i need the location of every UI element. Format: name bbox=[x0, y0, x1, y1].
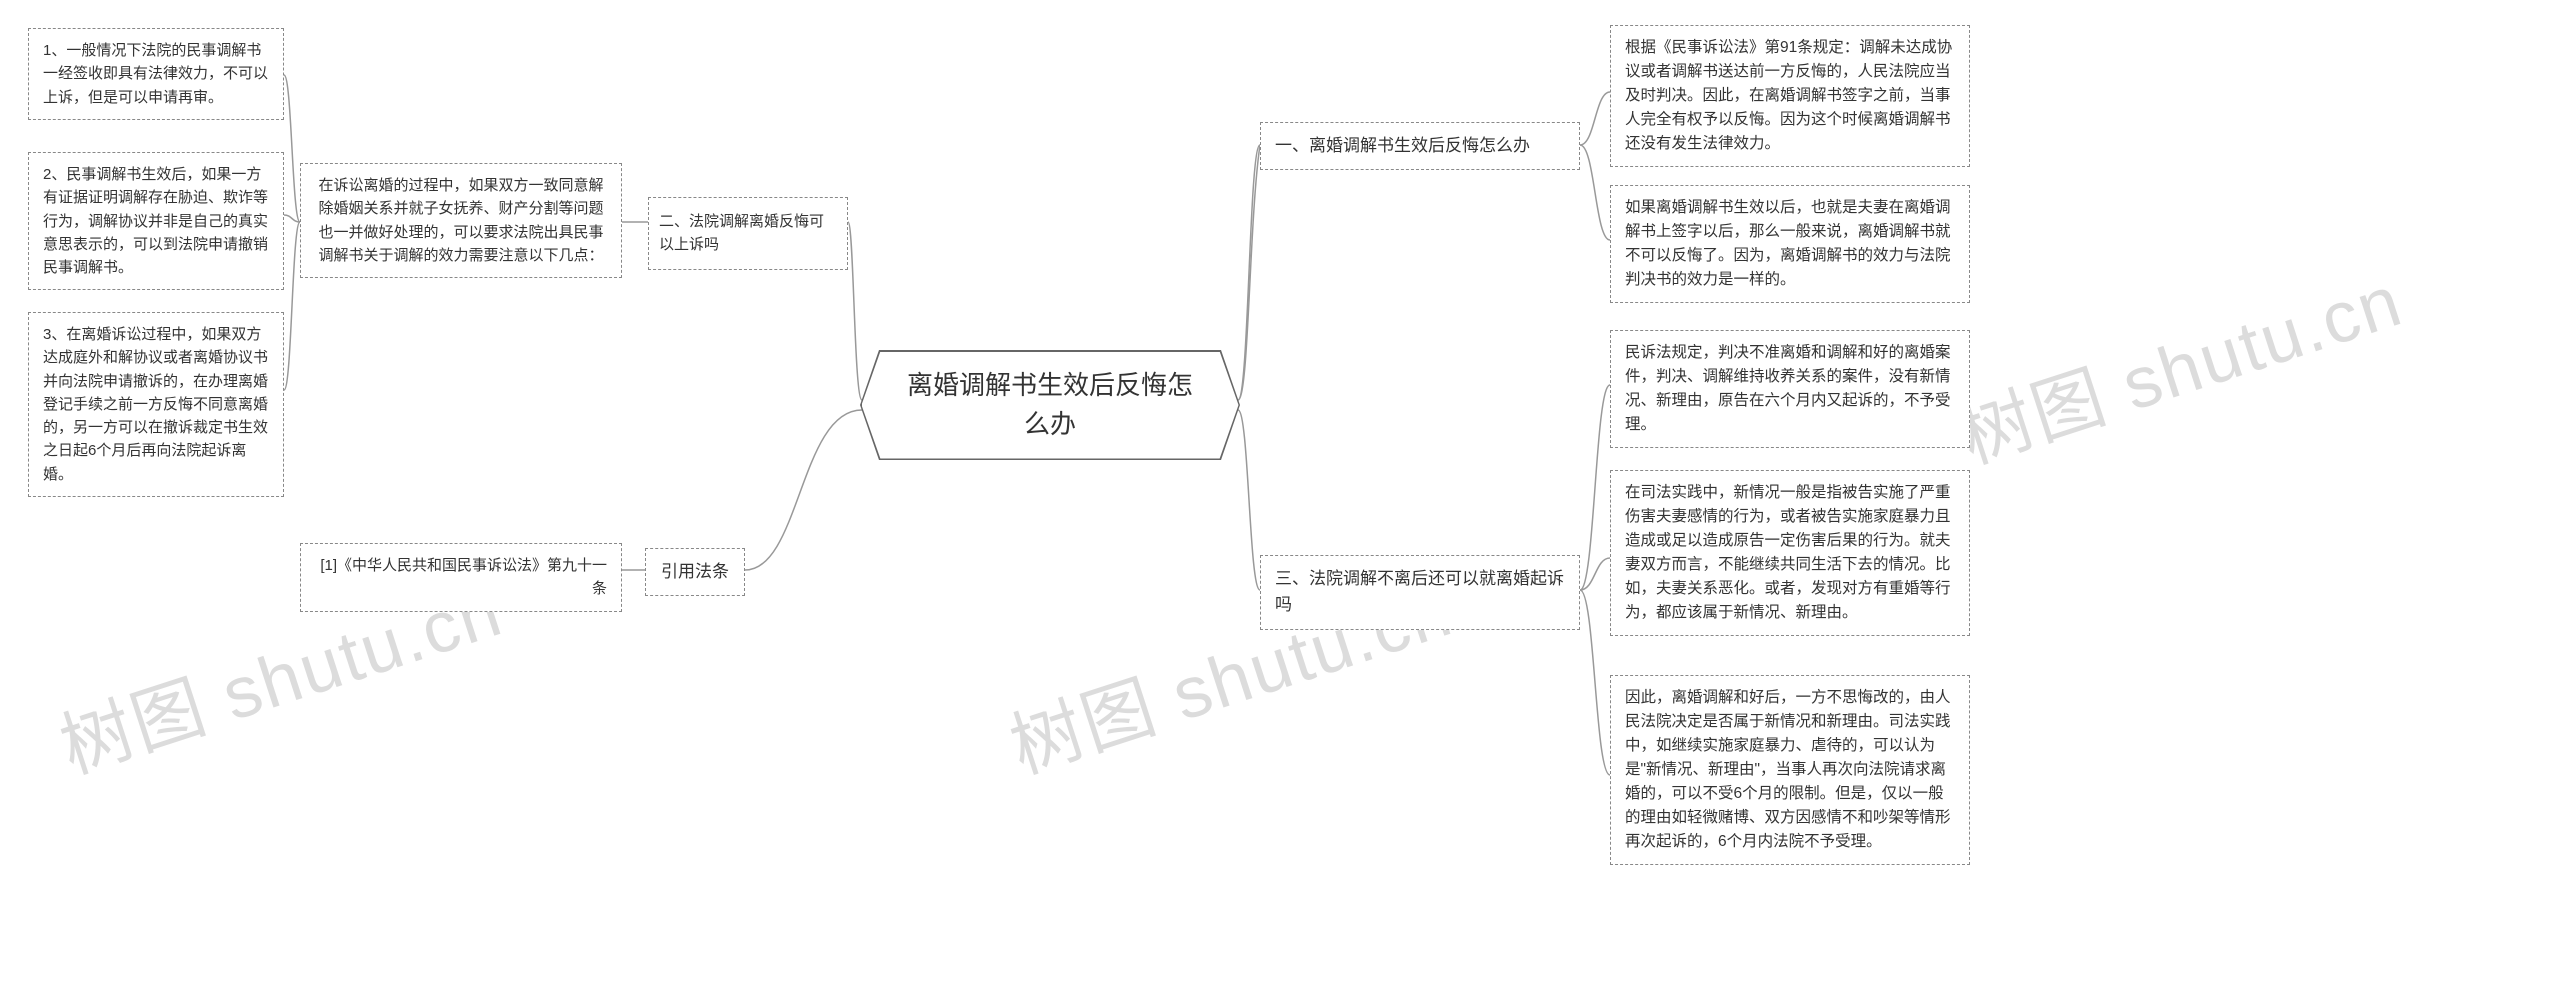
branch-r1: 一、离婚调解书生效后反悔怎么办 bbox=[1260, 122, 1580, 170]
branch-r2: 三、法院调解不离后还可以就离婚起诉吗 bbox=[1260, 555, 1580, 630]
l-leaf-2-2: 2、民事调解书生效后，如果一方有证据证明调解存在胁迫、欺诈等行为，调解协议并非是… bbox=[28, 152, 284, 290]
leaf-r1-1: 根据《民事诉讼法》第91条规定：调解未达成协议或者调解书送达前一方反悔的，人民法… bbox=[1610, 25, 1970, 167]
l-leaf-2-1: 1、一般情况下法院的民事调解书一经签收即具有法律效力，不可以上诉，但是可以申请再… bbox=[28, 28, 284, 120]
l-leaf-ref-1: [1]《中华人民共和国民事诉讼法》第九十一条 bbox=[300, 543, 622, 612]
l-branch-2-mid: 在诉讼离婚的过程中，如果双方一致同意解除婚姻关系并就子女抚养、财产分割等问题也一… bbox=[300, 163, 622, 278]
branch-2-show: 二、法院调解离婚反悔可以上诉吗 bbox=[648, 197, 848, 270]
leaf-r2-2: 在司法实践中，新情况一般是指被告实施了严重伤害夫妻感情的行为，或者被告实施家庭暴… bbox=[1610, 470, 1970, 636]
leaf-r2-1: 民诉法规定，判决不准离婚和调解和好的离婚案件，判决、调解维持收养关系的案件，没有… bbox=[1610, 330, 1970, 448]
l-leaf-2-3: 3、在离婚诉讼过程中，如果双方达成庭外和解协议或者离婚协议书并向法院申请撤诉的，… bbox=[28, 312, 284, 497]
center-node-label: 离婚调解书生效后反悔怎么办 bbox=[862, 352, 1239, 459]
watermark: 树图 shutu.cn bbox=[1945, 242, 2413, 483]
center-node: 离婚调解书生效后反悔怎么办 bbox=[860, 350, 1240, 460]
leaf-r1-2: 如果离婚调解书生效以后，也就是夫妻在离婚调解书上签字以后，那么一般来说，离婚调解… bbox=[1610, 185, 1970, 303]
leaf-r2-3: 因此，离婚调解和好后，一方不思悔改的，由人民法院决定是否属于新情况和新理由。司法… bbox=[1610, 675, 1970, 865]
l-branch-ref: 引用法条 bbox=[645, 548, 745, 596]
